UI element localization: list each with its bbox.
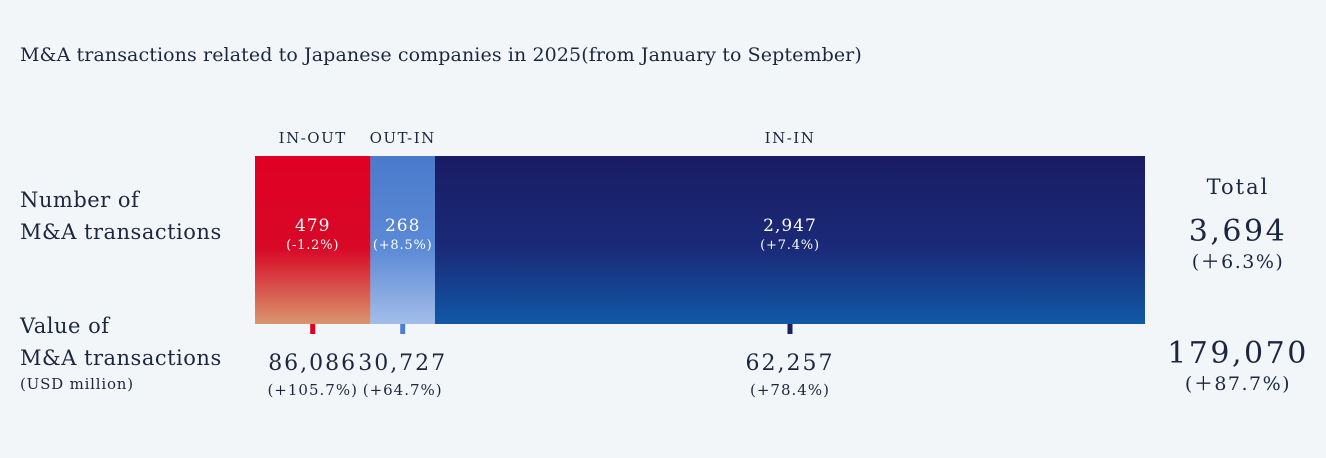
count-label-out-in: 268 (+8.5%) [373, 215, 433, 255]
chart-title: M&A transactions related to Japanese com… [20, 44, 862, 66]
value-label-in-out: 86,086 (+105.7%) [267, 350, 357, 402]
value-amount-in-out: 86,086 [268, 351, 358, 376]
total-count: 3,694 (＋6.3%) [1189, 214, 1287, 274]
total-value-amount: 179,070 [1167, 336, 1309, 371]
count-change-in-in: (+7.4%) [760, 238, 820, 253]
value-change-in-in: (+78.4%) [750, 381, 830, 399]
value-amount-out-in: 30,727 [358, 351, 448, 376]
total-count-change: (＋6.3%) [1191, 251, 1285, 273]
category-label-in-out: IN-OUT [278, 129, 347, 147]
total-value-change: (＋87.7%) [1184, 373, 1292, 395]
count-value-in-in: 2,947 [763, 216, 817, 236]
value-row-label-line1: Value of [20, 314, 110, 338]
bar-segment-in-out [255, 156, 371, 324]
value-tick-in-out [310, 324, 316, 334]
value-label-in-in: 62,257 (+78.4%) [745, 350, 834, 402]
value-unit-label: (USD million) [20, 375, 134, 393]
value-row-label: Value of M&A transactions [20, 310, 222, 374]
category-label-out-in: OUT-IN [369, 129, 436, 147]
value-tick-in-in [787, 324, 793, 334]
total-count-value: 3,694 [1188, 214, 1288, 249]
total-label: Total [1206, 175, 1270, 199]
count-row-label-line1: Number of [20, 188, 140, 212]
count-change-in-out: (-1.2%) [286, 238, 340, 253]
count-change-out-in: (+8.5%) [372, 238, 433, 253]
category-label-in-in: IN-IN [764, 129, 816, 147]
count-row-label-line2: M&A transactions [20, 220, 222, 244]
value-change-in-out: (+105.7%) [267, 381, 358, 399]
bar-segment-in-in [434, 156, 1145, 324]
value-label-out-in: 30,727 (+64.7%) [358, 350, 447, 402]
count-label-in-in: 2,947 (+7.4%) [760, 215, 820, 255]
count-value-out-in: 268 [384, 216, 421, 236]
value-amount-in-in: 62,257 [745, 351, 835, 376]
value-row-label-line2: M&A transactions [20, 346, 222, 370]
count-value-in-out: 479 [294, 216, 331, 236]
bar-segment-out-in [370, 156, 435, 324]
value-change-out-in: (+64.7%) [362, 381, 443, 399]
count-label-in-out: 479 (-1.2%) [286, 215, 339, 255]
total-value: 179,070 (＋87.7%) [1167, 336, 1309, 396]
count-row-label: Number of M&A transactions [20, 184, 222, 248]
value-tick-out-in [400, 324, 406, 334]
